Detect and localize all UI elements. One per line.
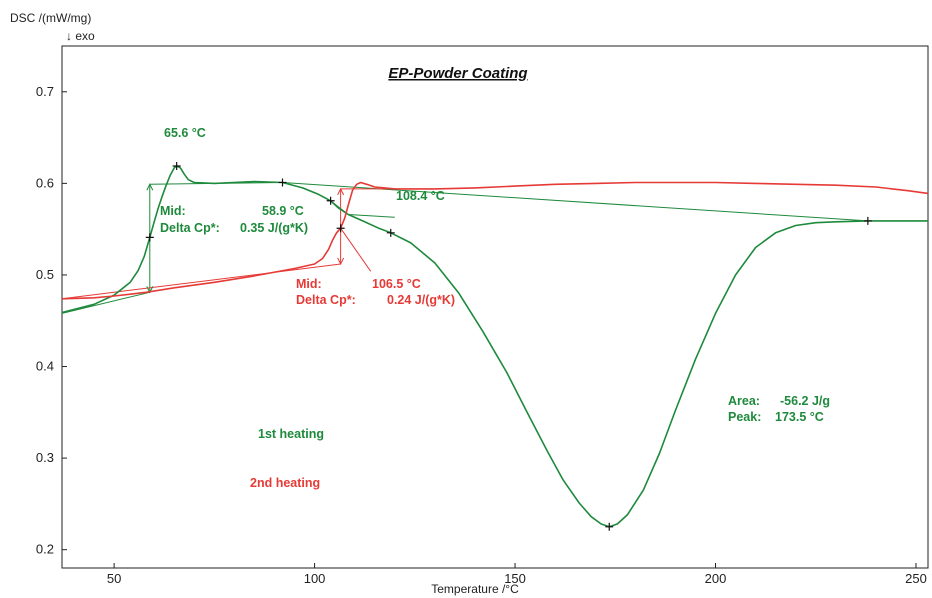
x-tick-label: 200 bbox=[705, 571, 727, 586]
dcp1-label: Delta Cp*: bbox=[160, 221, 220, 235]
mid1-label: Mid: bbox=[160, 204, 186, 218]
mid2-label: Mid: bbox=[296, 277, 322, 291]
evaluation-marker bbox=[863, 216, 872, 225]
x-tick-label: 250 bbox=[905, 571, 927, 586]
area-value: -56.2 J/g bbox=[780, 394, 830, 408]
step-arrowhead bbox=[337, 257, 345, 266]
y-tick-label: 0.3 bbox=[36, 450, 54, 465]
legend-2nd-heating: 2nd heating bbox=[250, 476, 320, 490]
construction-line bbox=[282, 182, 868, 222]
evaluation-marker bbox=[278, 178, 287, 187]
y-axis-exo-label: ↓ exo bbox=[66, 29, 95, 43]
legend-1st-heating: 1st heating bbox=[258, 427, 324, 441]
step-arrowhead bbox=[337, 187, 345, 196]
x-tick-label: 100 bbox=[304, 571, 326, 586]
construction-line bbox=[340, 227, 372, 272]
step-arrowhead bbox=[146, 183, 154, 191]
evaluation-marker bbox=[326, 196, 335, 205]
dcp2-label: Delta Cp*: bbox=[296, 293, 356, 307]
dcp1-value: 0.35 J/(g*K) bbox=[240, 221, 308, 235]
chart-title: EP-Powder Coating bbox=[388, 65, 527, 82]
y-tick-label: 0.6 bbox=[36, 175, 54, 190]
construction-line bbox=[61, 291, 150, 314]
y-axis-title: DSC /(mW/mg) bbox=[10, 11, 91, 25]
mid2-value: 106.5 °C bbox=[372, 277, 421, 291]
peak-label: Peak: bbox=[728, 410, 761, 424]
y-tick-label: 0.5 bbox=[36, 267, 54, 282]
series-2nd-heating-line bbox=[61, 181, 929, 300]
y-tick-label: 0.2 bbox=[36, 542, 54, 557]
peak-value: 173.5 °C bbox=[775, 410, 824, 424]
y-tick-label: 0.4 bbox=[36, 359, 54, 374]
plot-frame bbox=[61, 45, 929, 569]
onset1-label: 108.4 °C bbox=[396, 189, 445, 203]
x-tick-label: 150 bbox=[504, 571, 526, 586]
dcp2-value: 0.24 J/(g*K) bbox=[387, 293, 455, 307]
evaluation-marker bbox=[605, 522, 614, 531]
evaluation-marker bbox=[336, 224, 345, 233]
evaluation-marker bbox=[145, 233, 154, 242]
x-tick-label: 50 bbox=[107, 571, 121, 586]
x-axis-title: Temperature /°C bbox=[431, 582, 519, 596]
mid1-value: 58.9 °C bbox=[262, 204, 304, 218]
evaluation-marker bbox=[386, 228, 395, 237]
peak1-label: 65.6 °C bbox=[164, 126, 206, 140]
y-tick-label: 0.7 bbox=[36, 84, 54, 99]
construction-line bbox=[61, 263, 341, 300]
evaluation-marker bbox=[172, 161, 181, 170]
area-label: Area: bbox=[728, 394, 760, 408]
